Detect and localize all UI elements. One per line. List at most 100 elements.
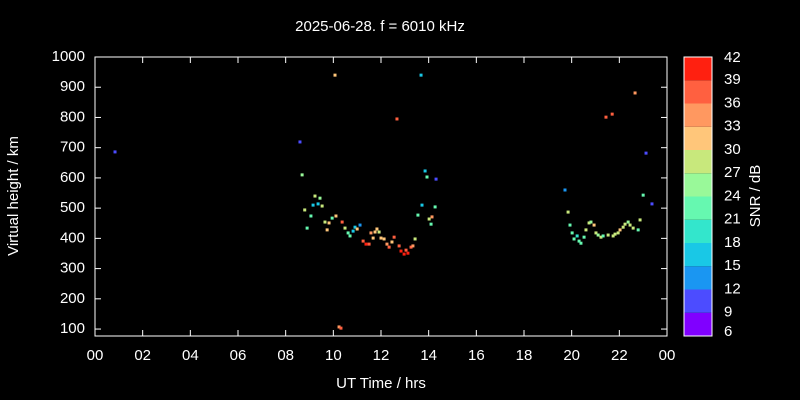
x-tick-label: 16 (468, 347, 485, 364)
colorbar-tick-label: 15 (724, 257, 741, 274)
colorbar-box (684, 312, 712, 336)
colorbar-tick-label: 24 (724, 187, 741, 204)
colorbar-box (684, 150, 712, 174)
data-point (353, 225, 357, 229)
data-point (650, 202, 654, 206)
data-point (402, 252, 406, 256)
data-point (594, 231, 598, 235)
data-point (346, 231, 350, 235)
data-point (568, 223, 572, 227)
y-tick-label: 400 (60, 229, 85, 246)
data-point (303, 208, 307, 212)
data-point (361, 239, 365, 243)
data-point (311, 203, 315, 207)
data-point (601, 234, 605, 238)
data-point (606, 233, 610, 237)
data-point (343, 226, 347, 230)
data-point (375, 227, 379, 231)
colorbar-label: SNR / dB (747, 165, 764, 228)
data-point (425, 175, 429, 179)
data-point (395, 117, 399, 121)
colorbar-tick-label: 39 (724, 71, 741, 88)
data-point (584, 228, 588, 232)
colorbar-tick-label: 21 (724, 211, 741, 228)
colorbar-tick-label: 18 (724, 234, 741, 251)
data-point (596, 233, 600, 237)
y-tick-label: 500 (60, 199, 85, 216)
data-point (377, 230, 381, 234)
data-point (566, 210, 570, 214)
data-point (320, 204, 324, 208)
data-point (430, 215, 434, 219)
colorbar-tick-label: 12 (724, 280, 741, 297)
y-tick-label: 200 (60, 290, 85, 307)
data-point (633, 91, 637, 95)
data-point (316, 202, 320, 206)
y-axis-label: Virtual height / km (5, 136, 22, 256)
x-tick-label: 00 (87, 347, 104, 364)
data-point (406, 251, 410, 255)
data-point (413, 237, 417, 241)
data-point (334, 214, 338, 218)
data-point (309, 214, 313, 218)
colorbar-box (684, 243, 712, 267)
y-tick-label: 1000 (52, 48, 85, 65)
y-tick-label: 300 (60, 260, 85, 277)
x-tick-label: 20 (563, 347, 580, 364)
data-point (638, 218, 642, 222)
data-point (340, 220, 344, 224)
colorbar-box (684, 80, 712, 104)
data-point (367, 242, 371, 246)
colorbar-tick-label: 6 (724, 323, 732, 340)
data-point (582, 235, 586, 239)
data-point (300, 173, 304, 177)
colorbar-box (684, 219, 712, 243)
data-point (323, 220, 327, 224)
x-tick-label: 12 (373, 347, 390, 364)
data-point (397, 244, 401, 248)
data-point (589, 220, 593, 224)
data-point (330, 216, 334, 220)
data-point (327, 221, 331, 225)
data-point (433, 205, 437, 209)
data-point (604, 115, 608, 119)
data-point (613, 232, 617, 236)
data-point (587, 221, 591, 225)
data-point (563, 188, 567, 192)
y-tick-label: 800 (60, 108, 85, 125)
colorbar-box (684, 173, 712, 197)
colorbar-tick-label: 30 (724, 141, 741, 158)
data-point (626, 220, 630, 224)
data-point (390, 240, 394, 244)
data-point (610, 112, 614, 116)
data-point (385, 242, 389, 246)
data-point (599, 235, 603, 239)
data-point (427, 217, 431, 221)
data-point (621, 225, 625, 229)
data-point (318, 196, 322, 200)
data-point (113, 150, 117, 154)
data-point (399, 249, 403, 253)
chart-title: 2025-06-28. f = 6010 kHz (295, 18, 465, 35)
data-point (416, 213, 420, 217)
data-point (358, 223, 362, 227)
data-point (325, 228, 329, 232)
data-point (369, 231, 373, 235)
data-point (611, 234, 615, 238)
x-tick-label: 02 (134, 347, 151, 364)
data-point (628, 223, 632, 227)
data-point (382, 237, 386, 241)
colorbar-tick-label: 33 (724, 118, 741, 135)
data-point (644, 151, 648, 155)
data-point (577, 239, 581, 243)
colorbar-box (684, 57, 712, 81)
data-point (572, 237, 576, 241)
data-point (641, 193, 645, 197)
data-point (379, 236, 383, 240)
data-point (373, 230, 377, 234)
data-point (313, 194, 317, 198)
data-point (348, 234, 352, 238)
data-point (333, 73, 337, 77)
data-point (575, 234, 579, 238)
x-tick-label: 18 (516, 347, 533, 364)
